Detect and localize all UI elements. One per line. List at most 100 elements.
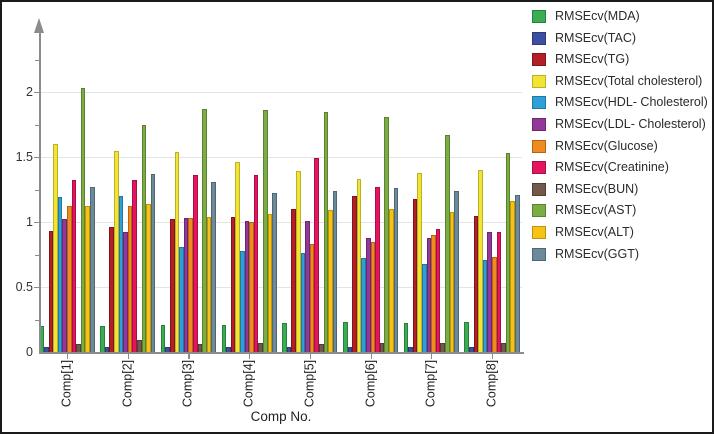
- x-category-label: Comp[5]: [302, 359, 317, 408]
- x-category-label: Comp[7]: [423, 359, 438, 408]
- bar: [291, 209, 297, 352]
- bar: [262, 110, 268, 352]
- bar: [202, 108, 207, 352]
- bar: [132, 180, 137, 352]
- bar: [286, 346, 292, 352]
- bar: [239, 250, 245, 352]
- bar: [85, 206, 90, 352]
- bar: [123, 232, 128, 352]
- bar: [113, 150, 119, 352]
- bar: [71, 180, 77, 352]
- legend-label: RMSEcv(Total cholesterol): [555, 73, 703, 88]
- y-tick-label: 0: [26, 345, 33, 359]
- legend-item: RMSEcv(LDL- Cholesterol): [532, 117, 708, 131]
- legend-item: RMSEcv(AST): [532, 203, 708, 218]
- bar: [136, 340, 142, 352]
- bar: [379, 342, 385, 352]
- legend-label: RMSEcv(ALT): [555, 224, 634, 239]
- bar: [249, 222, 254, 352]
- y-major-tick: [34, 92, 40, 94]
- bar: [267, 214, 273, 352]
- x-tick: [492, 354, 494, 359]
- legend-label: RMSEcv(TG): [555, 52, 630, 67]
- legend-label: RMSEcv(BUN): [555, 181, 639, 196]
- bar: [384, 116, 389, 352]
- bar: [253, 175, 259, 352]
- y-axis-arrow-icon: [33, 18, 44, 33]
- legend-swatch-icon: [532, 96, 546, 110]
- bar: [118, 196, 124, 352]
- bar: [445, 134, 450, 352]
- bar: [104, 346, 110, 352]
- bar: [150, 173, 156, 352]
- bar: [188, 218, 194, 352]
- legend-swatch-icon: [532, 53, 546, 67]
- bar: [370, 241, 376, 352]
- y-tick-label: 1: [26, 215, 33, 229]
- x-axis-title: Comp No.: [250, 409, 312, 424]
- bar: [48, 231, 54, 352]
- bar: [403, 323, 409, 352]
- x-tick: [431, 354, 433, 359]
- bar: [230, 216, 236, 352]
- legend-swatch-icon: [532, 247, 546, 261]
- bar: [67, 206, 72, 352]
- legend-swatch-icon: [532, 10, 546, 23]
- x-tick: [127, 354, 129, 359]
- legend-label: RMSEcv(Creatinine): [555, 160, 669, 175]
- legend-swatch-icon: [532, 31, 546, 45]
- bar: [90, 186, 95, 352]
- legend-label: RMSEcv(Glucose): [555, 138, 658, 153]
- bar: [197, 344, 203, 352]
- x-tick: [188, 354, 190, 359]
- y-minor-tick: [35, 59, 40, 61]
- bar: [408, 346, 413, 352]
- legend-swatch-icon: [532, 225, 546, 239]
- bar: [165, 346, 171, 352]
- y-tick-label: 0.5: [15, 280, 33, 294]
- bar: [76, 344, 81, 352]
- bar: [127, 206, 133, 352]
- bar: [141, 124, 147, 352]
- bar: [244, 220, 250, 352]
- y-major-tick: [34, 157, 40, 159]
- x-tick: [370, 354, 372, 359]
- bar: [62, 219, 67, 352]
- legend-item: RMSEcv(BUN): [532, 181, 708, 196]
- bar: [235, 162, 240, 352]
- legend-item: RMSEcv(GGT): [532, 246, 708, 261]
- bar: [347, 346, 353, 352]
- bar: [375, 186, 380, 352]
- bar: [361, 258, 366, 352]
- bar: [487, 232, 492, 352]
- bar: [473, 215, 479, 352]
- bar: [160, 324, 166, 352]
- bar: [332, 190, 338, 352]
- bar: [309, 244, 315, 352]
- bar: [356, 179, 362, 352]
- bar: [426, 237, 432, 352]
- bar: [300, 253, 306, 352]
- bar: [431, 235, 436, 352]
- x-tick: [67, 354, 69, 359]
- legend-swatch-icon: [532, 139, 546, 153]
- bar: [282, 323, 287, 352]
- bar: [174, 151, 180, 352]
- y-minor-tick: [35, 319, 40, 321]
- legend-label: RMSEcv(AST): [555, 203, 637, 218]
- y-axis-line: [39, 32, 41, 352]
- gridline: [40, 157, 522, 158]
- legend-item: RMSEcv(Glucose): [532, 138, 708, 153]
- legend-item: RMSEcv(TAC): [532, 31, 708, 45]
- bar: [435, 228, 441, 352]
- bar: [57, 197, 63, 352]
- legend-item: RMSEcv(Total cholesterol): [532, 73, 708, 88]
- bar: [352, 196, 357, 352]
- bar: [44, 346, 49, 352]
- gridline: [40, 287, 522, 288]
- bar: [146, 203, 151, 352]
- bar: [449, 211, 455, 352]
- legend-item: RMSEcv(Creatinine): [532, 160, 708, 175]
- legend-label: RMSEcv(GGT): [555, 246, 640, 261]
